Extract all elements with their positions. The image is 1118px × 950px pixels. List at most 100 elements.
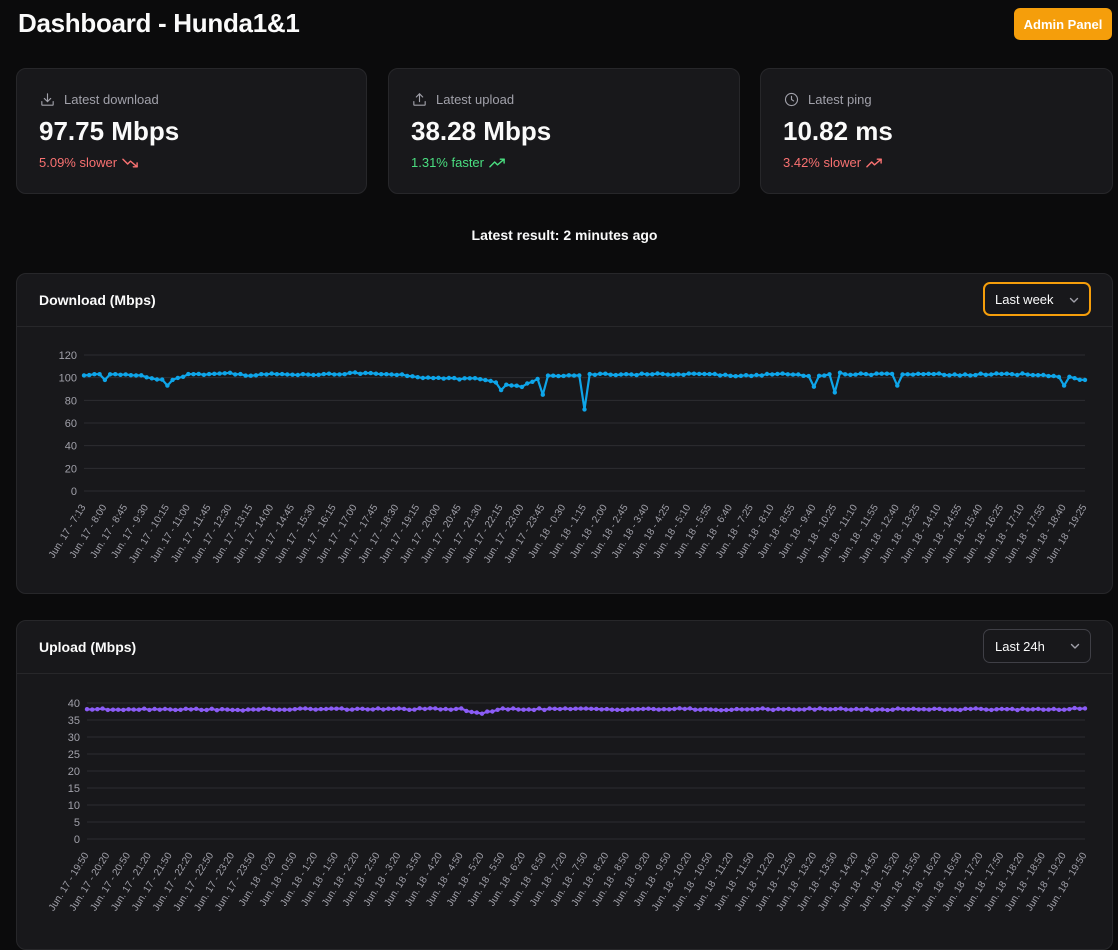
data-point: [162, 706, 168, 712]
data-point: [838, 706, 843, 711]
data-point: [287, 707, 292, 712]
data-point: [754, 372, 759, 378]
data-point: [297, 706, 303, 711]
data-point: [712, 371, 717, 377]
data-point: [316, 372, 321, 377]
data-point: [571, 373, 577, 378]
data-point: [665, 372, 671, 377]
data-point: [209, 706, 214, 711]
data-point: [373, 371, 379, 376]
data-point: [781, 707, 786, 712]
data-point: [157, 707, 162, 712]
data-point: [186, 371, 191, 377]
data-point: [859, 707, 864, 712]
upload-range-select[interactable]: Last 24h: [983, 629, 1091, 663]
data-point: [214, 708, 220, 713]
data-point: [589, 706, 594, 711]
data-point: [505, 707, 511, 712]
data-point: [641, 706, 646, 712]
data-point: [415, 375, 420, 380]
data-point: [212, 371, 217, 376]
chevron-down-icon: [1069, 297, 1079, 303]
data-point: [240, 708, 246, 713]
data-point: [661, 707, 667, 712]
data-point: [462, 376, 467, 381]
data-point: [1020, 371, 1025, 376]
data-point: [853, 372, 858, 377]
data-point: [485, 709, 490, 714]
data-point: [655, 371, 660, 376]
data-point: [311, 372, 316, 378]
stat-trend-text: 3.42% slower: [783, 155, 862, 170]
data-point: [936, 371, 942, 376]
data-point: [243, 373, 248, 378]
y-tick-label: 0: [71, 486, 77, 498]
y-tick-label: 120: [59, 350, 77, 362]
data-point: [217, 371, 222, 376]
data-point: [1020, 706, 1025, 711]
y-tick-label: 5: [74, 817, 80, 829]
data-point: [352, 370, 358, 375]
data-point: [160, 377, 165, 382]
data-point: [1056, 374, 1062, 380]
y-tick-label: 20: [68, 766, 80, 778]
data-point: [399, 372, 405, 377]
data-point: [999, 706, 1004, 712]
data-point: [154, 377, 160, 382]
data-point: [786, 706, 791, 712]
data-point: [389, 372, 394, 377]
data-point: [401, 706, 407, 712]
data-point: [188, 707, 194, 712]
data-point: [230, 707, 235, 713]
data-point: [1009, 372, 1015, 377]
data-point: [292, 707, 298, 712]
data-point: [225, 707, 230, 712]
data-point: [738, 373, 744, 378]
stat-trend-text: 1.31% faster: [411, 155, 484, 170]
y-tick-label: 60: [65, 418, 77, 430]
data-point: [879, 371, 884, 376]
data-point: [613, 372, 618, 378]
data-point: [573, 706, 578, 711]
data-point: [1072, 376, 1077, 381]
chart-title: Download (Mbps): [39, 292, 156, 308]
data-point: [677, 706, 682, 711]
data-point: [431, 375, 436, 381]
download-chart-panel: Download (Mbps) Last week 0 20 40 60 80 100 12…: [16, 273, 1113, 594]
data-point: [547, 706, 552, 711]
data-point: [438, 707, 443, 712]
data-point: [869, 372, 874, 378]
ping-stat-card: Latest ping 10.82 ms 3.42% slower: [760, 68, 1113, 194]
upload-icon: [413, 93, 426, 106]
download-range-select[interactable]: Last week: [983, 282, 1091, 316]
data-point: [370, 707, 376, 712]
data-point: [222, 371, 227, 376]
y-tick-label: 25: [68, 749, 80, 761]
chevron-down-icon: [1070, 643, 1080, 649]
data-point: [620, 707, 625, 713]
data-point: [609, 707, 615, 712]
data-point: [729, 707, 734, 712]
admin-panel-button[interactable]: Admin Panel: [1014, 8, 1112, 40]
y-tick-label: 40: [65, 441, 77, 453]
clock-icon: [784, 92, 799, 107]
data-point: [604, 706, 609, 712]
data-point: [233, 372, 238, 377]
stat-value: 97.75 Mbps: [39, 116, 180, 146]
data-point: [989, 707, 994, 713]
data-point: [947, 373, 952, 378]
data-point: [295, 372, 300, 378]
data-point: [812, 707, 817, 712]
data-point: [1035, 373, 1041, 378]
data-point: [973, 706, 978, 711]
data-point: [199, 707, 204, 713]
data-point: [874, 707, 880, 712]
data-point: [822, 373, 827, 378]
data-point: [733, 374, 738, 379]
data-point: [368, 370, 373, 376]
data-point: [490, 709, 495, 714]
data-point: [509, 383, 514, 388]
data-point: [764, 371, 770, 377]
data-point: [577, 373, 582, 378]
download-stat-card: Latest download 97.75 Mbps 5.09% slower: [16, 68, 367, 194]
